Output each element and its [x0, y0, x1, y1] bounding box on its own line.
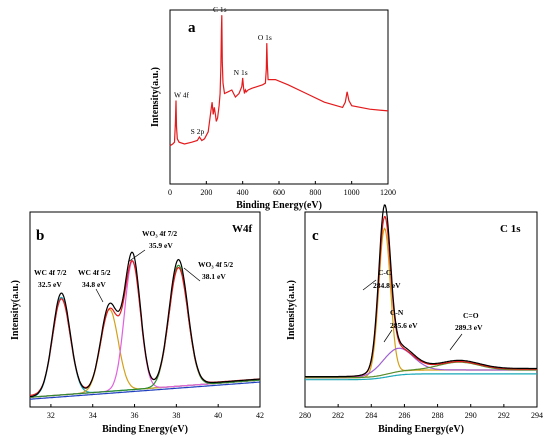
x-tick-label: 290	[465, 411, 477, 420]
x-tick-label: 292	[498, 411, 510, 420]
panel-b-frame	[29, 211, 261, 408]
x-tick-label: 1000	[344, 188, 360, 197]
panel-c-letter: c	[312, 228, 319, 244]
panel-c-arrow-cc	[362, 279, 377, 291]
x-tick-label: 600	[273, 188, 285, 197]
panel-b-value-wc52: 34.8 eV	[82, 280, 106, 289]
x-tick-label: 400	[237, 188, 249, 197]
panel-b-label-wo52: WO₃ 4f 5/2	[198, 260, 233, 269]
x-tick-label: 40	[214, 411, 222, 420]
measured-envelope-line	[29, 251, 261, 398]
panel-b-series	[29, 251, 261, 400]
survey-peak-label: N 1s	[234, 68, 248, 77]
panel-b-arrow-wo52	[183, 267, 201, 282]
panel-b-arrow-wo72	[127, 249, 146, 263]
panel-c-title: C 1s	[500, 223, 521, 235]
panel-a-letter: a	[188, 20, 196, 36]
x-tick-label: 36	[131, 411, 139, 420]
panel-c-frame	[304, 211, 538, 408]
panel-c-series	[305, 204, 537, 381]
panel-c-label-co: C=O	[463, 311, 479, 320]
panel-a-ylabel: Intensity(a.u.)	[150, 67, 161, 127]
panel-c: c C 1s 280 282 284 286 288 290 292 294 Binding …	[286, 204, 543, 435]
survey-peak-label: O 1s	[258, 33, 272, 42]
component-peak-line	[29, 264, 261, 398]
panel-b-arrow-wc52	[95, 288, 104, 303]
x-tick-label: 288	[432, 411, 444, 420]
x-tick-label: 800	[309, 188, 321, 197]
component-peak-line	[29, 260, 261, 398]
measured-envelope-line	[305, 204, 537, 378]
x-tick-label: 200	[200, 188, 212, 197]
x-tick-label: 1200	[380, 188, 396, 197]
component-peak-line	[305, 347, 537, 379]
panel-c-label-cc: C-C	[378, 268, 391, 277]
panel-a-series	[169, 15, 389, 147]
panel-a-frame	[169, 9, 389, 185]
panel-b-value-wo52: 38.1 eV	[202, 272, 226, 281]
panel-c-label-cn: C-N	[390, 308, 404, 317]
x-tick-label: 42	[256, 411, 264, 420]
x-tick-label: 284	[365, 411, 377, 420]
panel-b-label-wo72: WO₃ 4f 7/2	[142, 229, 177, 238]
survey-peak-label: C 1s	[213, 5, 227, 14]
x-tick-label: 280	[299, 411, 311, 420]
panel-b-x-ticks: 32 34 36 38 40 42	[47, 404, 264, 420]
panel-b-label-wc52: WC 4f 5/2	[78, 268, 111, 277]
panel-b-value-wo72: 35.9 eV	[149, 241, 173, 250]
panel-b-label-wc72: WC 4f 7/2	[34, 268, 67, 277]
panel-c-arrow-co	[449, 333, 463, 351]
panel-c-value-co: 289.3 eV	[455, 323, 483, 332]
panel-b-letter: b	[36, 228, 44, 244]
survey-series-line	[169, 15, 389, 147]
panel-c-value-cn: 285.6 eV	[390, 321, 418, 330]
survey-peak-label: S 2p	[191, 127, 205, 136]
x-tick-label: 286	[398, 411, 410, 420]
background-line	[305, 373, 537, 381]
panel-a-xlabel: Binding Energy(eV)	[236, 200, 322, 211]
x-tick-label: 282	[332, 411, 344, 420]
panel-c-ylabel: Intensity(a.u.)	[286, 280, 297, 340]
x-tick-label: 294	[531, 411, 543, 420]
x-tick-label: 38	[172, 411, 180, 420]
x-tick-label: 0	[168, 188, 172, 197]
panel-a-x-ticks: 0 200 400 600 800 1000 1200	[168, 181, 396, 197]
x-tick-label: 34	[89, 411, 97, 420]
survey-peak-label: W 4f	[174, 90, 190, 99]
component-peak-line	[305, 227, 537, 379]
background-line	[29, 381, 261, 400]
panel-b-title: W4f	[232, 223, 253, 235]
panel-a-annotations: C 1s O 1s N 1s W 4f S 2p	[174, 5, 272, 136]
panel-c-arrow-cn	[383, 329, 393, 343]
panel-c-x-ticks: 280 282 284 286 288 290 292 294	[299, 404, 543, 420]
panel-b: b W4f 32 34 36 38 40 42 Binding Energy(eV) In…	[10, 211, 264, 435]
panel-b-ylabel: Intensity(a.u.)	[10, 280, 21, 340]
panel-c-value-cc: 284.8 eV	[373, 281, 401, 290]
panel-c-xlabel: Binding Energy(eV)	[378, 424, 464, 435]
panel-b-xlabel: Binding Energy(eV)	[102, 424, 188, 435]
x-tick-label: 32	[47, 411, 55, 420]
fit-sum-line	[305, 216, 537, 378]
component-peak-line	[305, 361, 537, 379]
panel-a: a 0 200 400 600 800 1000 1200 Binding Energy(e…	[150, 5, 396, 211]
panel-b-value-wc72: 32.5 eV	[38, 280, 62, 289]
